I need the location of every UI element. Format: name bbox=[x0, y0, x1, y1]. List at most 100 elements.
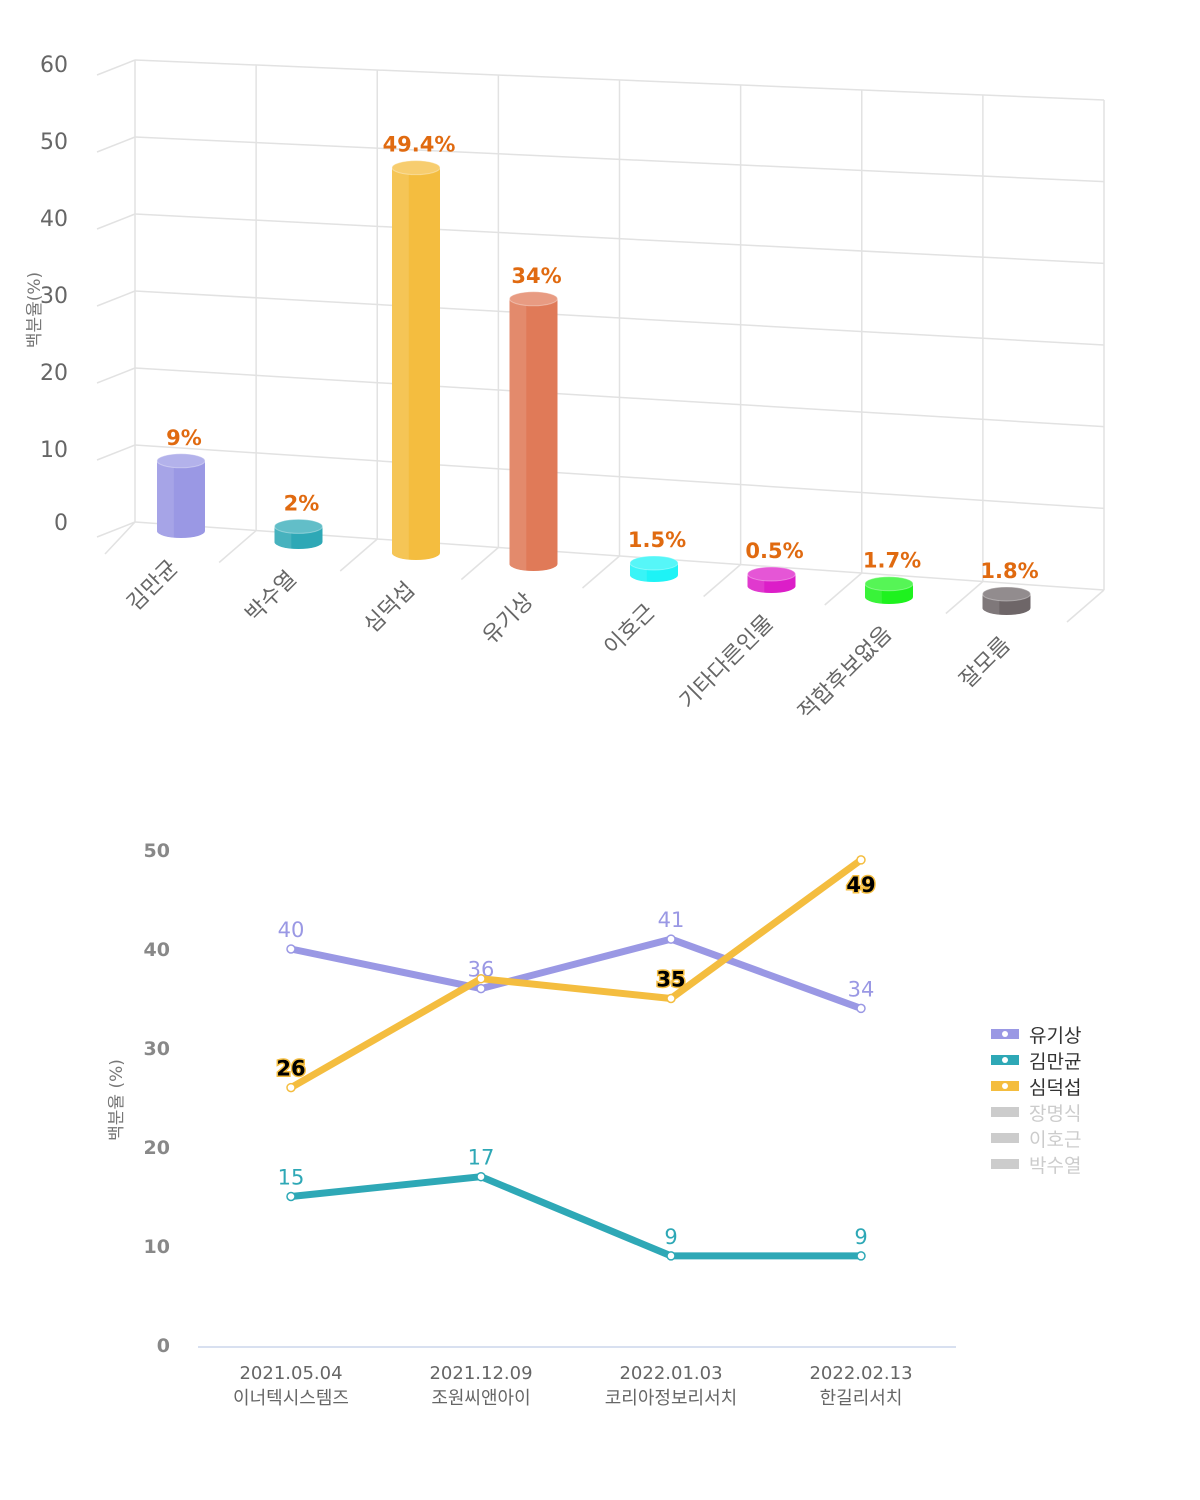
legend-label: 이호근 bbox=[1029, 1129, 1081, 1151]
bar-y-axis-label: 백분율(%) bbox=[25, 272, 45, 348]
bar-0: 9% bbox=[156, 426, 206, 538]
legend-label: 장명식 bbox=[1029, 1103, 1081, 1125]
legend-marker bbox=[1002, 1083, 1008, 1089]
series-line bbox=[287, 856, 865, 1092]
line-y-ticks: 0 10 20 30 40 50 bbox=[144, 840, 170, 1357]
legend-item[interactable]: 장명식 bbox=[991, 1103, 1081, 1125]
grid-line-floor bbox=[945, 580, 984, 615]
bar-y-tick-label: 50 bbox=[40, 130, 68, 155]
line-x-pollster: 코리아정보리서치 bbox=[605, 1388, 737, 1409]
legend-marker bbox=[1002, 1031, 1008, 1037]
grid-line-floor bbox=[460, 546, 499, 581]
bar-3: 34% bbox=[509, 264, 562, 572]
bar-data-label: 0.5% bbox=[745, 539, 803, 563]
legend-marker bbox=[1002, 1057, 1008, 1063]
bar-data-label: 2% bbox=[284, 491, 320, 515]
grid-line-side bbox=[96, 521, 136, 538]
bar-4: 1.5% bbox=[628, 528, 686, 582]
series-data-label: 49 bbox=[846, 873, 875, 897]
series-data-label: 17 bbox=[468, 1146, 495, 1170]
bar-y-tick-label: 20 bbox=[40, 361, 68, 386]
legend-item[interactable]: 유기상 bbox=[991, 1025, 1081, 1047]
line-series-1: 15 17 9 9 bbox=[278, 1146, 868, 1261]
bar-category-label: 적합후보없음 bbox=[794, 622, 898, 726]
bar-top-shine bbox=[274, 519, 323, 534]
series-data-label: 9 bbox=[664, 1225, 677, 1249]
bar-top bbox=[747, 566, 796, 582]
legend-item[interactable]: 이호근 bbox=[991, 1129, 1081, 1151]
line-x-date: 2022.01.03 bbox=[619, 1363, 722, 1384]
legend-label: 심덕섭 bbox=[1029, 1077, 1081, 1099]
line-x-date: 2021.05.04 bbox=[239, 1363, 342, 1384]
grid-line-side bbox=[96, 59, 136, 76]
grid-line-floor bbox=[339, 538, 378, 572]
bar-category-label: 김만균 bbox=[123, 556, 184, 617]
bar-highlight bbox=[509, 298, 527, 571]
series-point bbox=[286, 944, 296, 954]
line-y-tick-label: 50 bbox=[144, 840, 170, 862]
bar-category-label: 박수열 bbox=[241, 567, 302, 628]
series-data-label: 15 bbox=[278, 1166, 305, 1190]
bar-category-label: 심덕섭 bbox=[360, 578, 421, 639]
line-x-date: 2021.12.09 bbox=[429, 1363, 532, 1384]
bar-top-shine bbox=[157, 453, 205, 468]
series-point bbox=[476, 983, 486, 994]
bar-data-label: 1.5% bbox=[628, 528, 686, 552]
series-point bbox=[666, 993, 676, 1004]
series-data-label: 34 bbox=[848, 977, 875, 1001]
line-x-pollster: 한길리서치 bbox=[820, 1388, 903, 1409]
legend-item[interactable]: 심덕섭 bbox=[991, 1077, 1081, 1099]
line-y-tick-label: 20 bbox=[144, 1137, 170, 1159]
bar-body bbox=[157, 460, 205, 538]
series-data-label: 35 bbox=[656, 968, 685, 992]
bar-data-label: 1.8% bbox=[980, 559, 1038, 583]
legend-swatch bbox=[991, 1107, 1019, 1117]
line-x-labels: 2021.05.04 이너텍시스템즈 2021.12.09 조원씨앤아이 2022.01… bbox=[233, 1363, 912, 1409]
series-data-label: 26 bbox=[276, 1057, 305, 1081]
grid-line-floor bbox=[703, 563, 742, 598]
bar-7: 1.8% bbox=[980, 559, 1039, 615]
series-point bbox=[856, 855, 866, 865]
grid-line-floor bbox=[824, 572, 863, 606]
bar-top-shine bbox=[982, 586, 1031, 601]
grid-line-floor bbox=[218, 529, 257, 564]
series-point bbox=[286, 1191, 296, 1202]
bar-top-shine bbox=[630, 556, 678, 570]
series-line bbox=[287, 935, 865, 1012]
line-x-date: 2022.02.13 bbox=[809, 1363, 912, 1384]
bar-chart-3d: 0 10 20 30 40 50 60 백분율(%) 9% 2% 49.4% 34% 1.5% 0.5… bbox=[25, 53, 1105, 726]
bar-top bbox=[982, 586, 1031, 602]
bar-top bbox=[274, 518, 323, 534]
legend-label: 유기상 bbox=[1029, 1025, 1081, 1047]
grid-line-side bbox=[96, 213, 136, 230]
legend-label: 김만균 bbox=[1029, 1051, 1081, 1073]
legend-item[interactable]: 박수열 bbox=[991, 1155, 1081, 1177]
line-y-tick-label: 40 bbox=[144, 939, 170, 961]
bar-y-ticks: 0 10 20 30 40 50 60 bbox=[40, 53, 68, 536]
line-x-pollster: 조원씨앤아이 bbox=[431, 1388, 530, 1409]
bar-highlight bbox=[157, 460, 174, 538]
line-y-tick-label: 10 bbox=[144, 1236, 170, 1258]
bar-body bbox=[392, 167, 440, 560]
bar-category-label: 잘모름 bbox=[955, 633, 1016, 694]
grid-line-side bbox=[96, 290, 136, 307]
grid-line-floor bbox=[1066, 589, 1105, 623]
series-point bbox=[856, 1003, 866, 1014]
bar-series: 9% 2% 49.4% 34% 1.5% 0.5% 1.7% 1.8% bbox=[156, 133, 1039, 615]
grid-line-floor bbox=[104, 521, 136, 555]
bar-data-label: 1.7% bbox=[863, 549, 921, 573]
grid-line-floor bbox=[582, 555, 620, 589]
line-series-2: 26 35 49 bbox=[275, 855, 877, 1093]
bar-top bbox=[391, 160, 441, 176]
series-point bbox=[666, 934, 676, 944]
legend-swatch bbox=[991, 1133, 1019, 1143]
bar-2: 49.4% bbox=[383, 133, 455, 560]
bar-y-tick-label: 0 bbox=[54, 511, 68, 536]
bar-1: 2% bbox=[274, 491, 323, 549]
bar-y-tick-label: 60 bbox=[40, 53, 68, 78]
bar-6: 1.7% bbox=[863, 549, 921, 604]
legend-item[interactable]: 김만균 bbox=[991, 1051, 1081, 1073]
